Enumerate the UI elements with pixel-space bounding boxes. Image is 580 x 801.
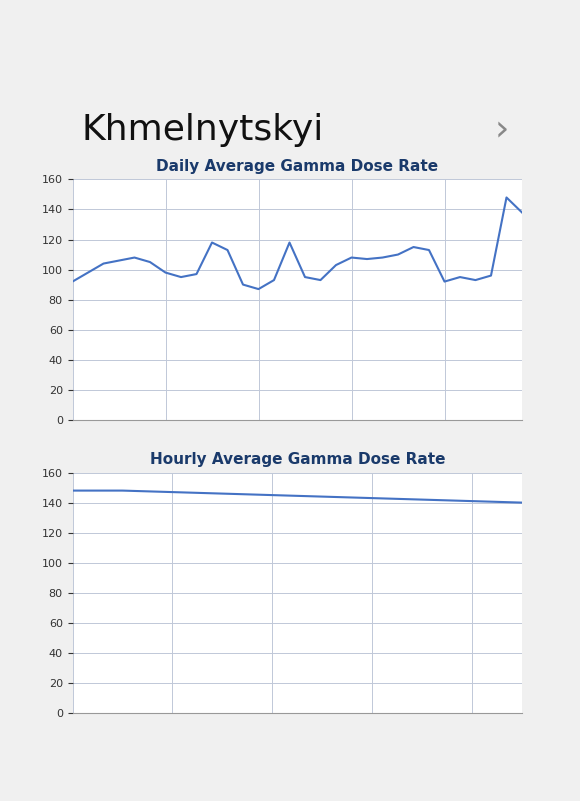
Title: Hourly Average Gamma Dose Rate: Hourly Average Gamma Dose Rate xyxy=(150,453,445,467)
Text: Khmelnytskyi: Khmelnytskyi xyxy=(81,113,324,147)
Text: Copyright @ European Commission. DG. JRC, REM 2023: Copyright @ European Commission. DG. JRC… xyxy=(153,511,442,521)
Text: ›: › xyxy=(494,113,509,147)
Title: Daily Average Gamma Dose Rate: Daily Average Gamma Dose Rate xyxy=(156,159,438,174)
